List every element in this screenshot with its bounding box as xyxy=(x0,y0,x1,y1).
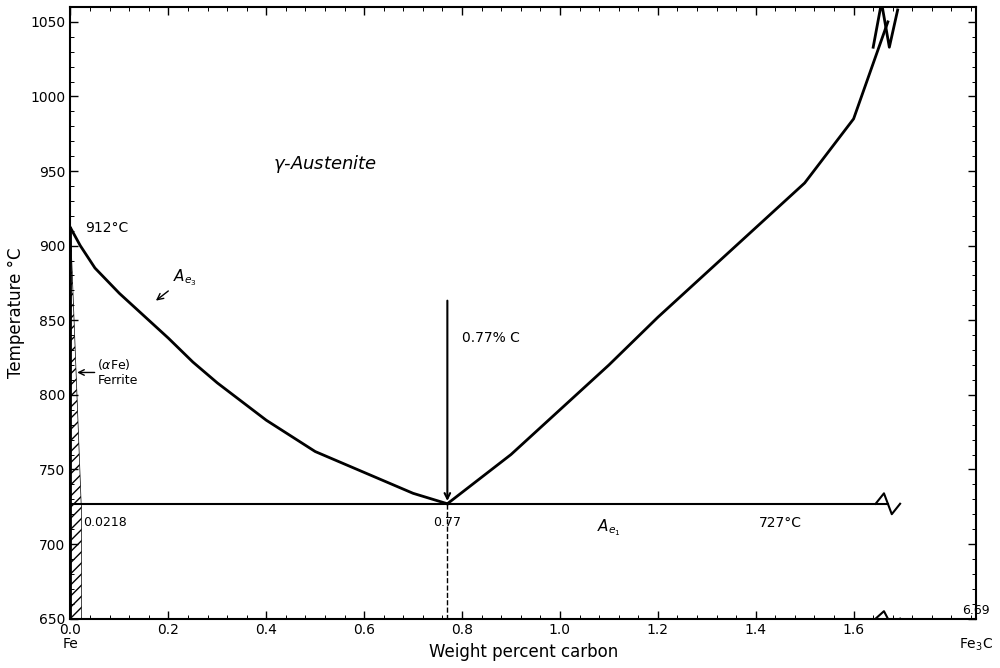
Polygon shape xyxy=(70,228,81,504)
Polygon shape xyxy=(70,504,81,619)
Text: 0.0218: 0.0218 xyxy=(83,516,126,528)
Y-axis label: Temperature °C: Temperature °C xyxy=(7,248,25,378)
Text: 6.69: 6.69 xyxy=(962,604,990,617)
Text: 0.77% C: 0.77% C xyxy=(462,331,520,345)
Text: 912°C: 912°C xyxy=(85,220,128,234)
Text: 0.77: 0.77 xyxy=(433,516,461,528)
Text: Fe: Fe xyxy=(63,637,78,651)
Text: $\mathit{A}_{e_1}$: $\mathit{A}_{e_1}$ xyxy=(597,517,621,538)
Text: Fe$_3$C: Fe$_3$C xyxy=(959,637,993,653)
Text: $\mathit{A}_{e_3}$: $\mathit{A}_{e_3}$ xyxy=(157,267,197,300)
X-axis label: Weight percent carbon: Weight percent carbon xyxy=(429,643,618,661)
Text: $\gamma$-Austenite: $\gamma$-Austenite xyxy=(273,152,377,174)
Text: ($\alpha$Fe)
Ferrite: ($\alpha$Fe) Ferrite xyxy=(97,357,138,387)
Text: 727°C: 727°C xyxy=(759,516,802,530)
